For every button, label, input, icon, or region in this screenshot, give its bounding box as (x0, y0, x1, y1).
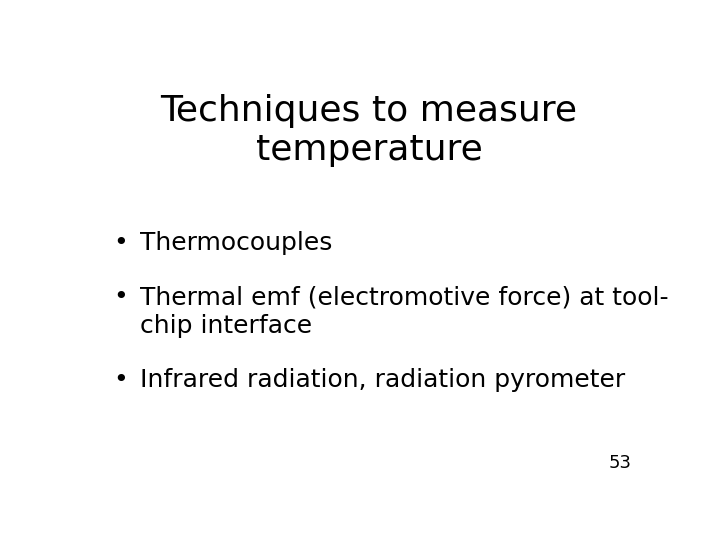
Text: 53: 53 (608, 454, 631, 472)
Text: •: • (113, 285, 128, 309)
Text: •: • (113, 231, 128, 255)
Text: Thermocouples: Thermocouples (140, 231, 333, 255)
Text: •: • (113, 368, 128, 393)
Text: Techniques to measure
temperature: Techniques to measure temperature (161, 94, 577, 167)
Text: Infrared radiation, radiation pyrometer: Infrared radiation, radiation pyrometer (140, 368, 626, 393)
Text: Thermal emf (electromotive force) at tool-
chip interface: Thermal emf (electromotive force) at too… (140, 285, 669, 338)
